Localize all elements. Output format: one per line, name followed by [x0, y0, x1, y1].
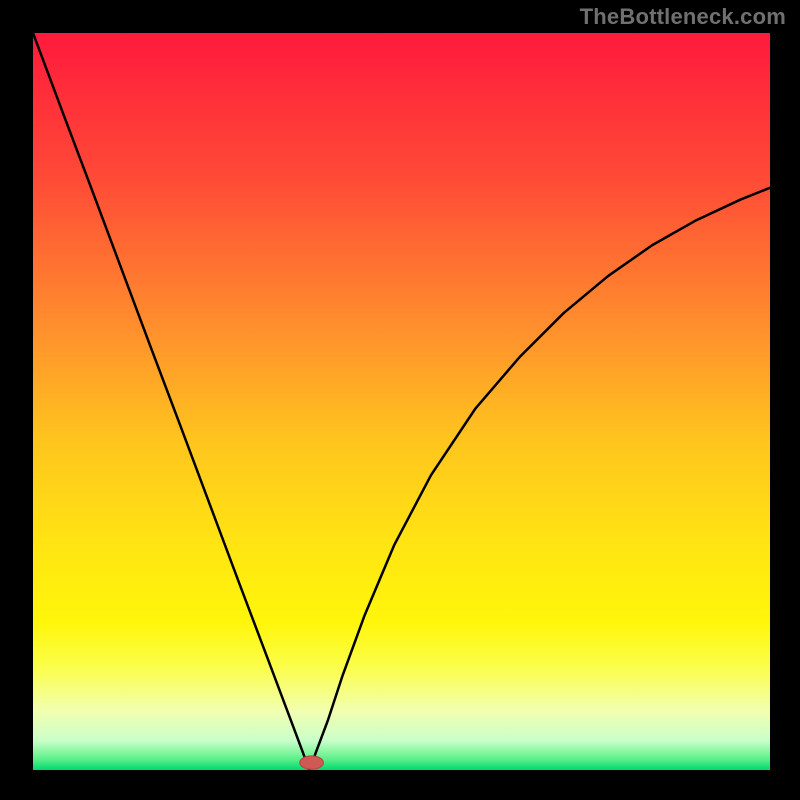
chart-canvas: TheBottleneck.com	[0, 0, 800, 800]
optimal-point-marker	[300, 756, 324, 769]
watermark-text: TheBottleneck.com	[580, 4, 786, 30]
gradient-background	[33, 33, 770, 770]
plot-area	[33, 33, 770, 770]
